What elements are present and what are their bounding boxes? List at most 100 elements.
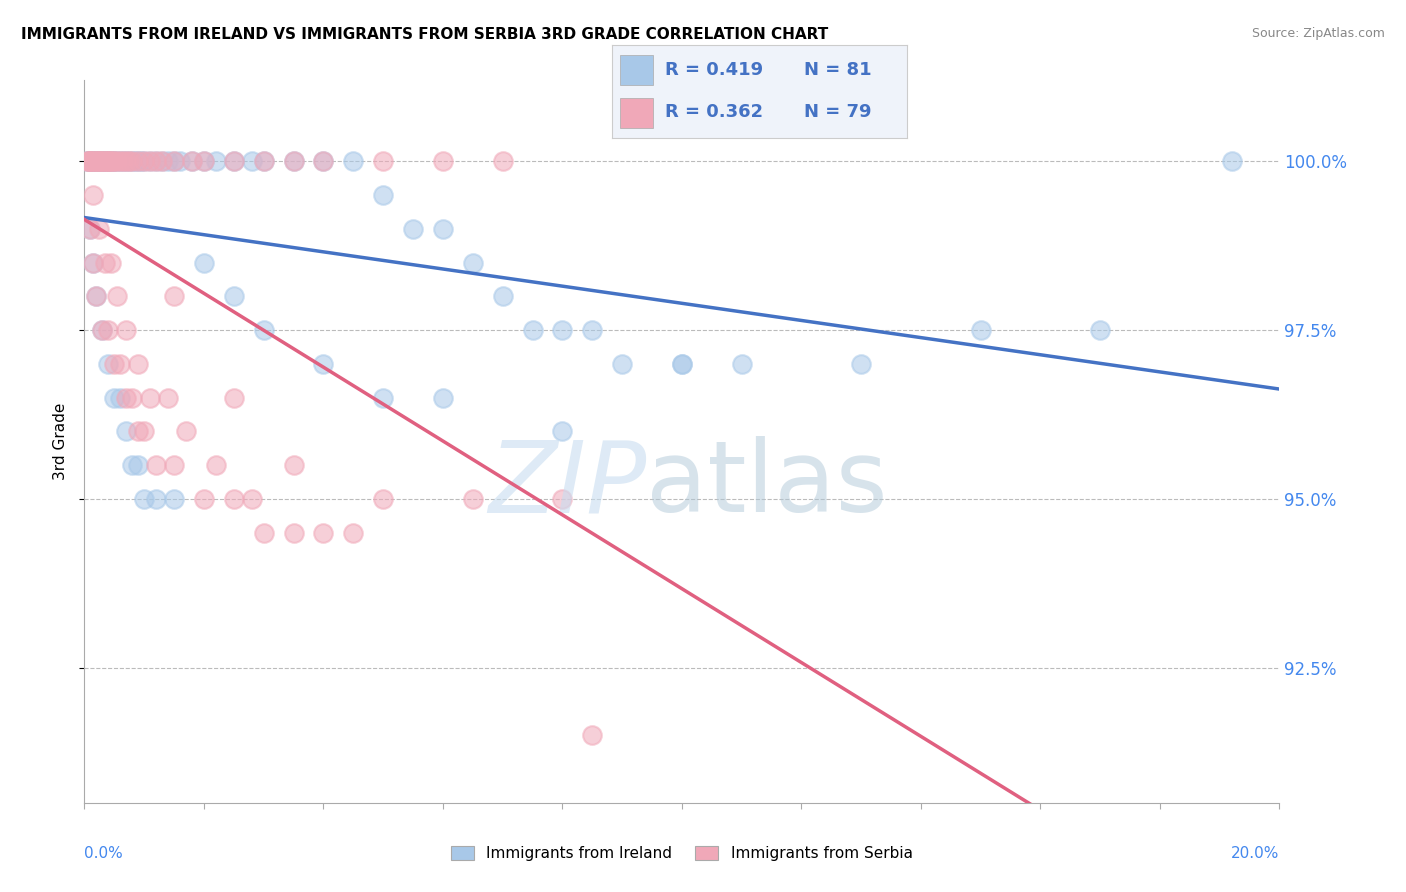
- Point: [240, 154, 263, 169]
- Point: [115, 391, 138, 405]
- Point: [96, 154, 118, 169]
- Point: [110, 357, 132, 371]
- Point: [312, 154, 335, 169]
- Point: [86, 154, 108, 169]
- Point: [551, 323, 574, 337]
- Point: [205, 154, 228, 169]
- Point: [93, 154, 115, 169]
- Point: [193, 154, 215, 169]
- Point: [205, 458, 228, 472]
- Point: [139, 154, 162, 169]
- Point: [432, 391, 454, 405]
- Point: [91, 323, 114, 337]
- Text: 20.0%: 20.0%: [1232, 847, 1279, 861]
- Point: [103, 357, 125, 371]
- Point: [79, 222, 101, 236]
- Bar: [620, 55, 652, 85]
- Text: ZIP: ZIP: [488, 436, 647, 533]
- Point: [105, 154, 128, 169]
- Point: [82, 154, 104, 169]
- Point: [169, 154, 191, 169]
- Point: [163, 491, 186, 506]
- Point: [312, 154, 335, 169]
- Point: [145, 154, 167, 169]
- Point: [240, 491, 263, 506]
- Point: [82, 255, 104, 269]
- Point: [97, 357, 120, 371]
- Point: [77, 154, 100, 169]
- Point: [124, 154, 146, 169]
- Point: [174, 425, 197, 439]
- Point: [163, 154, 186, 169]
- Point: [222, 154, 245, 169]
- Point: [163, 458, 186, 472]
- Point: [132, 154, 156, 169]
- Point: [112, 154, 135, 169]
- Point: [253, 154, 276, 169]
- Point: [101, 154, 124, 169]
- Point: [342, 525, 364, 540]
- Point: [110, 154, 132, 169]
- Point: [103, 154, 125, 169]
- Point: [84, 154, 107, 169]
- Point: [253, 323, 276, 337]
- Point: [105, 154, 128, 169]
- Point: [432, 222, 454, 236]
- Point: [127, 357, 149, 371]
- Point: [115, 323, 138, 337]
- Point: [127, 425, 149, 439]
- Point: [84, 154, 107, 169]
- Point: [222, 491, 245, 506]
- Point: [163, 154, 186, 169]
- Point: [181, 154, 204, 169]
- Point: [79, 154, 101, 169]
- Point: [373, 154, 395, 169]
- Point: [581, 728, 603, 742]
- Point: [86, 289, 108, 303]
- Point: [193, 154, 215, 169]
- Point: [312, 357, 335, 371]
- Point: [671, 357, 693, 371]
- Point: [132, 491, 156, 506]
- Point: [97, 154, 120, 169]
- Point: [312, 525, 335, 540]
- Point: [671, 357, 693, 371]
- Point: [132, 154, 156, 169]
- Point: [115, 425, 138, 439]
- Point: [100, 154, 122, 169]
- Bar: [620, 98, 652, 128]
- Point: [157, 391, 180, 405]
- Text: atlas: atlas: [647, 436, 887, 533]
- Point: [581, 323, 603, 337]
- Point: [492, 154, 515, 169]
- Point: [80, 154, 103, 169]
- Legend: Immigrants from Ireland, Immigrants from Serbia: Immigrants from Ireland, Immigrants from…: [446, 840, 918, 867]
- Point: [100, 255, 122, 269]
- Point: [127, 154, 149, 169]
- Point: [1090, 323, 1112, 337]
- Point: [127, 154, 149, 169]
- Point: [145, 154, 167, 169]
- Point: [89, 154, 111, 169]
- Point: [551, 425, 574, 439]
- Point: [121, 391, 143, 405]
- Point: [432, 154, 454, 169]
- Point: [193, 491, 215, 506]
- Point: [118, 154, 141, 169]
- Point: [402, 222, 425, 236]
- Point: [222, 289, 245, 303]
- Point: [77, 154, 100, 169]
- Point: [150, 154, 173, 169]
- Point: [110, 154, 132, 169]
- Point: [1220, 154, 1243, 169]
- Point: [96, 154, 118, 169]
- Point: [98, 154, 121, 169]
- Point: [80, 154, 103, 169]
- Point: [163, 289, 186, 303]
- Point: [82, 188, 104, 202]
- Point: [150, 154, 173, 169]
- Point: [157, 154, 180, 169]
- Point: [86, 154, 108, 169]
- Point: [461, 491, 484, 506]
- Point: [129, 154, 152, 169]
